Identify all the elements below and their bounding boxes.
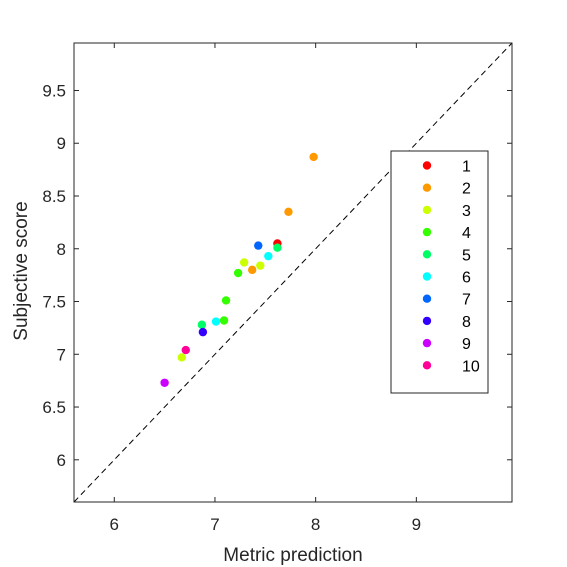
data-point-series-4 (219, 316, 229, 325)
y-tick-label: 9 (57, 134, 66, 153)
x-tick-label: 8 (311, 515, 320, 534)
legend-label-1: 1 (462, 159, 471, 176)
legend-label-9: 9 (462, 336, 471, 353)
axes-box (73, 42, 513, 503)
y-tick-label: 7 (57, 345, 66, 364)
y-tick-label: 6.5 (42, 398, 66, 417)
data-point-series-3 (239, 258, 249, 267)
legend-marker-5 (422, 250, 432, 259)
legend-marker-6 (422, 272, 432, 281)
reference-line (73, 42, 513, 503)
y-tick-label: 9.5 (42, 81, 66, 100)
data-point-series-5 (273, 243, 282, 252)
x-tick-label: 9 (412, 515, 421, 534)
legend-label-6: 6 (462, 270, 471, 287)
data-point-series-2 (248, 265, 257, 275)
data-point-series-9 (160, 378, 169, 387)
legend-marker-8 (422, 316, 432, 326)
x-tick-label: 7 (210, 515, 219, 534)
y-tick-label: 6 (57, 451, 66, 470)
legend-marker-4 (422, 227, 432, 237)
legend-label-7: 7 (462, 292, 471, 309)
legend-box (390, 150, 489, 394)
x-tick-label: 6 (110, 515, 119, 534)
data-point-series-4 (233, 268, 243, 278)
legend-label-8: 8 (462, 314, 471, 331)
legend-marker-10 (422, 361, 432, 370)
legend: 1 2 3 4 5 6 7 8 9 10 (390, 150, 489, 394)
legend-marker-3 (422, 205, 432, 215)
data-point-series-4 (221, 296, 231, 305)
data-point-series-5 (197, 320, 207, 329)
legend-marker-1 (422, 161, 432, 170)
data-point-series-6 (211, 317, 221, 326)
x-axis-label: Metric prediction (223, 545, 362, 566)
data-point-series-2 (309, 152, 318, 162)
legend-label-5: 5 (462, 247, 471, 264)
data-point-series-7 (254, 241, 263, 250)
data-point-series-3 (256, 261, 265, 270)
data-point-series-10 (181, 345, 190, 355)
legend-label-10: 10 (462, 358, 480, 375)
y-axis-label: Subjective score (11, 201, 32, 340)
data-point-series-3 (177, 353, 186, 362)
y-tick-label: 8 (57, 240, 66, 259)
data-point-series-2 (284, 207, 293, 217)
plot-area: 6 7 8 9 6 6.5 7 7.5 8 8.5 9 9.5 (42, 42, 513, 534)
legend-marker-7 (422, 294, 432, 303)
data-point-series-8 (198, 327, 208, 337)
y-tick-label: 7.5 (42, 293, 66, 312)
legend-label-3: 3 (462, 203, 471, 220)
legend-label-4: 4 (462, 225, 471, 242)
y-tick-label: 8.5 (42, 187, 66, 206)
legend-label-2: 2 (462, 181, 471, 198)
legend-marker-2 (422, 183, 432, 192)
legend-marker-9 (422, 338, 432, 348)
data-point-series-6 (264, 251, 273, 261)
